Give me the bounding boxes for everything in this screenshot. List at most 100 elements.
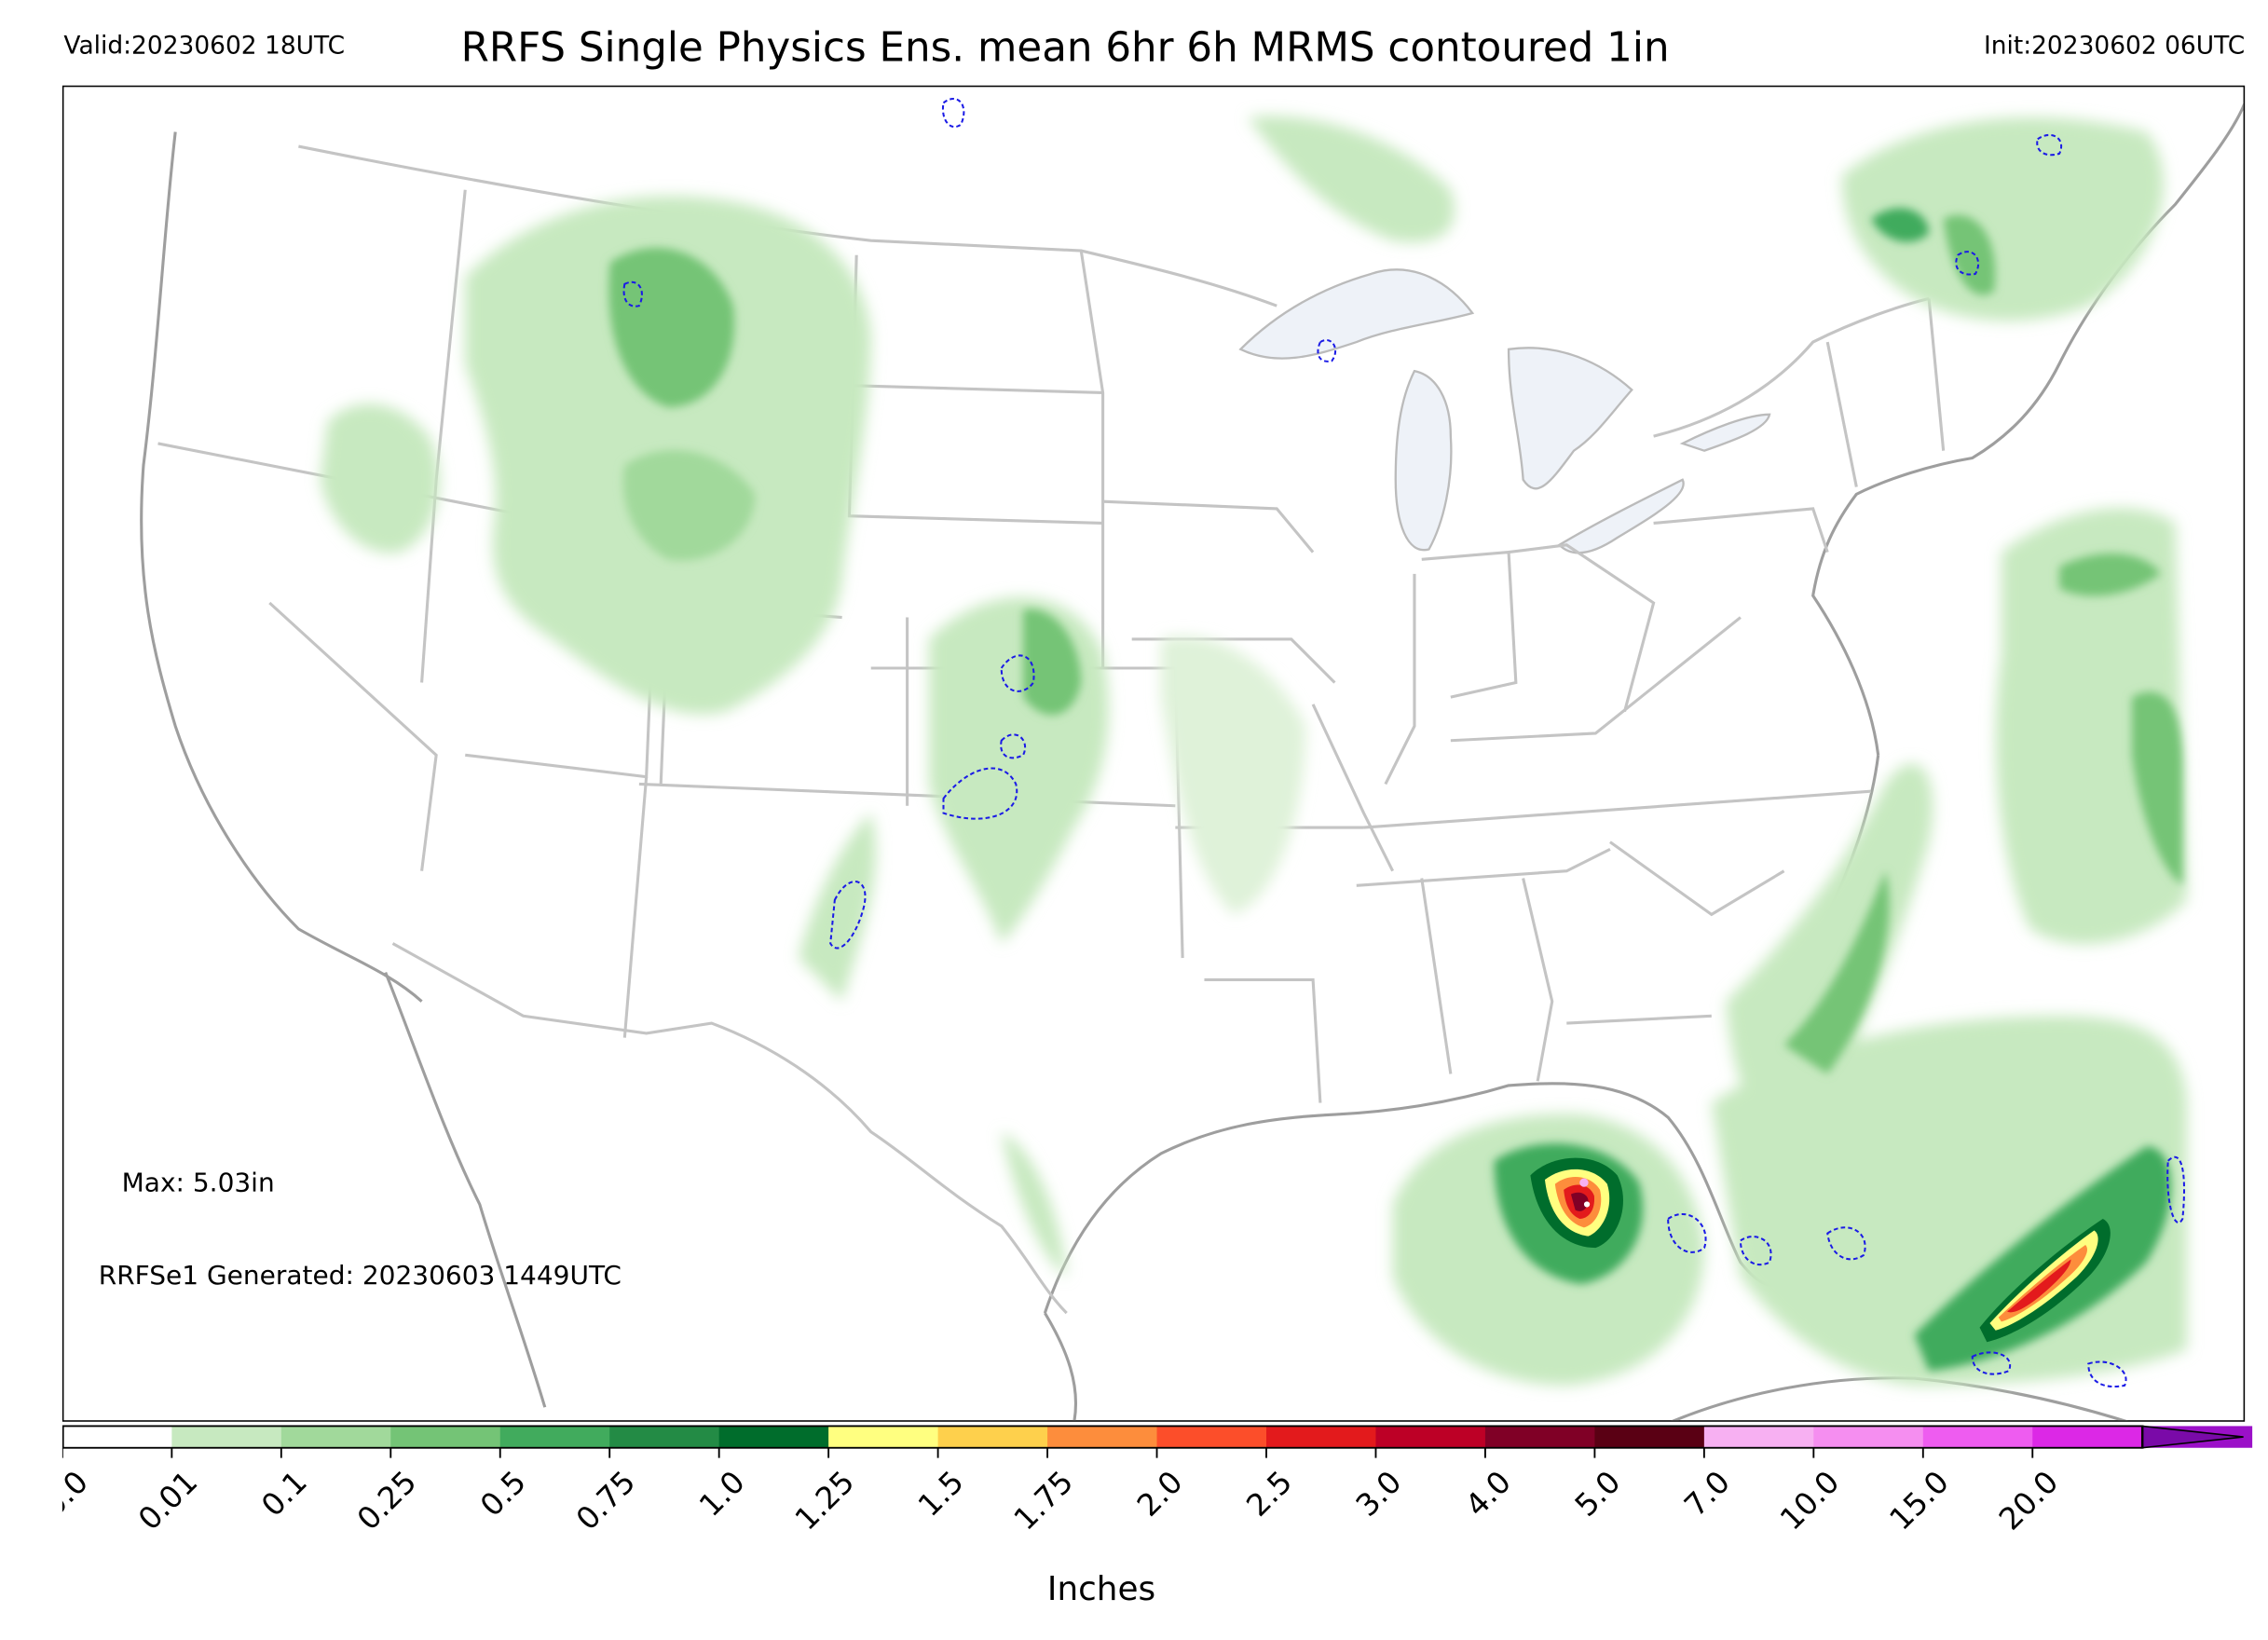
precip-upper-midwest	[1248, 116, 1455, 243]
colorbar-segment	[499, 1426, 611, 1448]
colorbar-blocks	[61, 1425, 2253, 1449]
precip-wyoming-core	[622, 450, 756, 561]
colorbar-segment	[390, 1426, 501, 1448]
colorbar-tick-label: 1.25	[788, 1464, 861, 1537]
contour	[1826, 1226, 1866, 1261]
colorbar-segment	[718, 1426, 830, 1448]
precip-great-basin	[320, 403, 440, 554]
contour	[941, 97, 965, 129]
contour	[942, 767, 1018, 820]
precip-southeast-core	[1783, 870, 1890, 1074]
precip-new-england-core	[1870, 208, 1930, 242]
atlantic-coast	[1811, 102, 2244, 756]
colorbar-tick-label: 2.0	[1130, 1464, 1190, 1524]
max-precip-label: Max: 5.03in	[121, 1168, 275, 1199]
map-panel	[61, 85, 2246, 1422]
contour	[1000, 654, 1035, 692]
border-line	[1363, 789, 1872, 829]
precip-southern-plains	[798, 813, 876, 1002]
colorbar-segment	[1047, 1426, 1158, 1448]
colorbar-segment	[61, 1426, 173, 1448]
border-line	[622, 776, 649, 1038]
great-lakes	[1238, 268, 1771, 554]
gulf-heavy-core	[1530, 1157, 1623, 1249]
border-line	[1508, 543, 1656, 713]
precip-bahamas-band	[1914, 1146, 2171, 1372]
colorbar-tick-label: 0.01	[131, 1464, 204, 1537]
colorbar-tick-label: 15.0	[1883, 1464, 1956, 1537]
colorbar-tick-label: 1.75	[1007, 1464, 1080, 1537]
border-line	[1102, 499, 1315, 554]
precip-offshore-band	[2131, 691, 2183, 886]
contour	[1667, 1213, 1707, 1253]
colorbar-tick-label: 1.0	[692, 1464, 752, 1524]
colorbar-segment	[1375, 1426, 1486, 1448]
lake-huron	[1507, 347, 1633, 490]
contour	[2166, 1155, 2185, 1223]
colorbar-tick-label: 0.0	[62, 1464, 95, 1524]
border-line	[849, 384, 1103, 395]
colorbar-segment	[1594, 1426, 1705, 1448]
lake-ontario	[1679, 413, 1771, 452]
colorbar-tick-label: 2.5	[1239, 1464, 1299, 1524]
border-line	[1450, 616, 1742, 743]
contour	[829, 881, 867, 950]
colorbar-tick-label: 20.0	[1992, 1464, 2065, 1537]
border-line	[1079, 250, 1105, 668]
border-line	[1421, 550, 1518, 699]
us-canada-border-east	[1653, 296, 1930, 438]
border-line	[1609, 840, 1785, 917]
valid-time-label: Valid:20230602 18UTC	[63, 32, 346, 62]
contour	[2036, 133, 2062, 157]
lake-superior	[1238, 268, 1475, 360]
border-line	[1204, 977, 1322, 1103]
colorbar-tick-label: 10.0	[1773, 1464, 1846, 1537]
mexico-gulf-coast	[1044, 1312, 1078, 1421]
colorbar: 0.0 0.01 0.1 0.25 0.5 0.75 1.0 1.25 1.5 1.75 2.0 2.…	[61, 1425, 2253, 1538]
precip-new-england	[1841, 116, 2164, 321]
precip-atlantic-core	[2059, 554, 2161, 596]
precip-southeast-band	[1726, 763, 1933, 1140]
colorbar-tick-label: 1.5	[911, 1464, 971, 1524]
colorbar-tick-label: 0.5	[473, 1464, 533, 1524]
border-line	[1311, 704, 1395, 872]
baja-coast	[384, 972, 547, 1408]
colorbar-segment	[1813, 1426, 1924, 1448]
colorbar-ticks: 0.0 0.01 0.1 0.25 0.5 0.75 1.0 1.25 1.5 1.75 2.0 2.…	[61, 1447, 2065, 1538]
colorbar-segment	[171, 1426, 282, 1448]
cuba-coast	[1671, 1376, 2128, 1421]
colorbar-segment	[1922, 1426, 2034, 1448]
border-line	[1566, 1014, 1712, 1025]
colorbar-segment	[828, 1426, 939, 1448]
precip-kansas-core	[1023, 608, 1082, 716]
mrms-1in-contours	[622, 97, 2185, 1387]
contour	[1971, 1351, 2012, 1375]
colorbar-tick-label: 4.0	[1458, 1464, 1518, 1524]
precip-south-texas	[1001, 1131, 1067, 1278]
contour	[1317, 339, 1337, 362]
precip-maine-core	[1943, 214, 1996, 295]
precip-mississippi-valley	[1160, 636, 1306, 915]
border-line	[1384, 573, 1416, 786]
precipitation-field	[320, 116, 2187, 1386]
colorbar-tick-label: 0.1	[254, 1464, 314, 1524]
lake-erie	[1557, 478, 1685, 554]
lake-michigan	[1394, 369, 1453, 552]
pacific-coast	[140, 131, 423, 1003]
border-line	[1356, 848, 1611, 887]
colorbar-segment	[1484, 1426, 1596, 1448]
colorbar-units-label: Inches	[1046, 1570, 1156, 1609]
contour	[1955, 251, 1980, 276]
bahamas-heavy-core	[1979, 1219, 2111, 1343]
colorbar-segment	[937, 1426, 1049, 1448]
map-title: RRFS Single Physics Ens. mean 6hr 6h MRM…	[460, 22, 1670, 72]
colorbar-segment	[280, 1426, 392, 1448]
colorbar-segment	[2032, 1426, 2143, 1448]
generated-time-label: RRFSe1 Generated: 20230603 1449UTC	[98, 1261, 622, 1292]
border-line	[1653, 507, 1829, 554]
colorbar-outline	[61, 1425, 2144, 1449]
colorbar-segment	[1156, 1426, 1267, 1448]
colorbar-segment	[609, 1426, 720, 1448]
colorbar-tick-label: 5.0	[1568, 1464, 1628, 1524]
